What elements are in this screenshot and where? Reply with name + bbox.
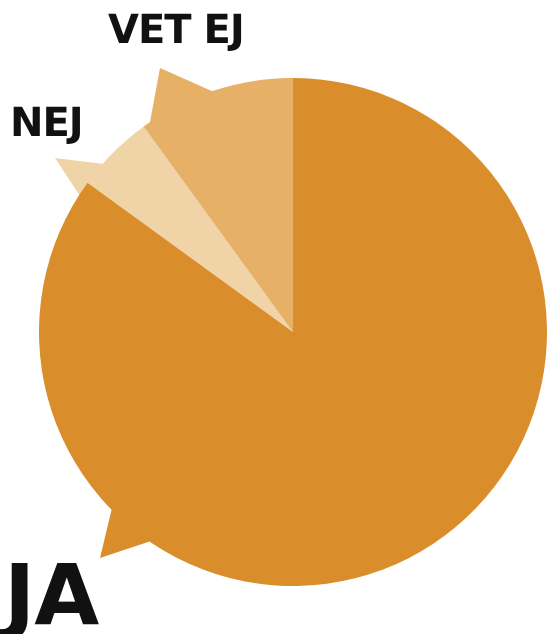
pie-slice-vet-ej bbox=[143, 78, 293, 332]
pie-slices bbox=[38, 68, 547, 586]
slice-label-ja: JA bbox=[0, 546, 99, 634]
slice-label-vet-ej: VET EJ bbox=[108, 7, 244, 53]
slice-label-nej: NEJ bbox=[10, 100, 83, 146]
pie-slice-ja bbox=[38, 78, 547, 586]
callout-tail-ja bbox=[100, 508, 160, 558]
pie-labels: VET EJ NEJ JA bbox=[0, 7, 245, 634]
callout-tail-vet-ej bbox=[150, 68, 214, 122]
pie-slice-nej bbox=[87, 126, 293, 332]
